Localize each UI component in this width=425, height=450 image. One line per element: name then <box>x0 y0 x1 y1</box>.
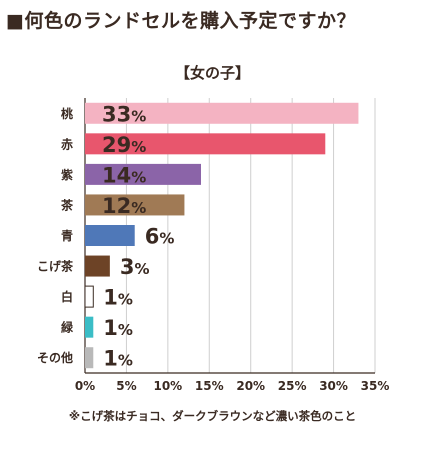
category-label: 桃 <box>61 106 73 121</box>
category-label: 白 <box>61 289 73 304</box>
chart-subtitle: 【女の子】 <box>174 64 250 82</box>
category-label: こげ茶 <box>37 259 74 274</box>
x-tick-label: 30% <box>319 379 348 393</box>
category-label: 青 <box>61 228 73 243</box>
category-label: 紫 <box>61 167 73 182</box>
bar <box>85 255 110 277</box>
value-label: 3% <box>120 255 150 279</box>
value-label: 12% <box>102 194 146 218</box>
bar <box>85 133 326 155</box>
value-label: 14% <box>102 163 146 187</box>
value-label: 1% <box>103 286 133 310</box>
bar <box>85 163 201 185</box>
chart-footnote: ※こげ茶はチョコ、ダークブラウンなど濃い茶色のこと <box>68 409 357 423</box>
x-tick-label: 10% <box>153 379 182 393</box>
chart-title: ■何色のランドセルを購入予定ですか？ <box>6 10 356 32</box>
value-label: 1% <box>103 347 133 371</box>
x-tick-label: 5% <box>116 379 136 393</box>
category-label: その他 <box>37 350 73 365</box>
category-label: 赤 <box>61 136 73 151</box>
bar <box>85 316 94 338</box>
bar <box>84 285 94 308</box>
value-label: 29% <box>102 133 146 157</box>
bar <box>85 225 135 246</box>
x-tick-label: 25% <box>278 379 307 393</box>
value-label: 6% <box>145 225 175 249</box>
bar <box>85 347 94 369</box>
x-tick-label: 0% <box>75 379 95 393</box>
value-label: 1% <box>103 316 133 340</box>
category-label: 茶 <box>60 197 74 212</box>
x-tick-label: 20% <box>236 379 265 393</box>
x-tick-label: 15% <box>195 379 224 393</box>
bar <box>85 102 359 124</box>
x-tick-label: 35% <box>361 379 390 393</box>
category-label: 緑 <box>61 320 74 335</box>
bar <box>85 194 185 216</box>
value-label: 33% <box>102 102 146 126</box>
